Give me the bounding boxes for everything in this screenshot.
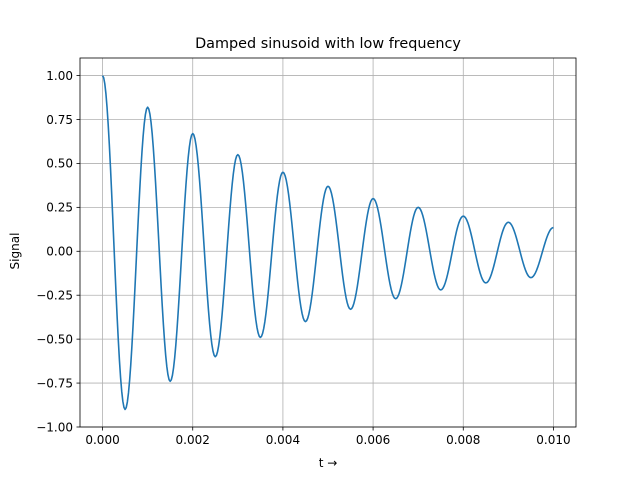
x-tick-label: 0.006 xyxy=(356,433,390,447)
y-tick-label: −0.50 xyxy=(36,332,73,346)
chart-title: Damped sinusoid with low frequency xyxy=(195,36,461,52)
series-layer xyxy=(101,75,554,411)
x-axis-label: t → xyxy=(319,456,338,470)
tick-layer: 0.000 0.002 0.004 0.006 0.008 0.010 −1.00 −0.75… xyxy=(36,69,570,447)
x-tick-label: 0.004 xyxy=(266,433,300,447)
y-tick-label: −1.00 xyxy=(36,420,73,434)
y-axis-label: Signal xyxy=(8,233,22,270)
x-tick-label: 0.010 xyxy=(536,433,570,447)
plot-frame xyxy=(79,57,577,428)
x-tick-label: 0.000 xyxy=(85,433,119,447)
y-tick-label: 0.00 xyxy=(46,245,73,259)
x-tick-label: 0.002 xyxy=(176,433,210,447)
y-tick-label: 0.50 xyxy=(46,157,73,171)
grid xyxy=(80,58,576,428)
y-tick-label: 1.00 xyxy=(46,69,73,83)
y-tick-label: 0.25 xyxy=(46,201,73,215)
y-tick-label: −0.25 xyxy=(36,289,73,303)
series-line xyxy=(101,75,554,411)
x-tick-label: 0.008 xyxy=(446,433,480,447)
y-tick-label: −0.75 xyxy=(36,376,73,390)
y-tick-label: 0.75 xyxy=(46,113,73,127)
